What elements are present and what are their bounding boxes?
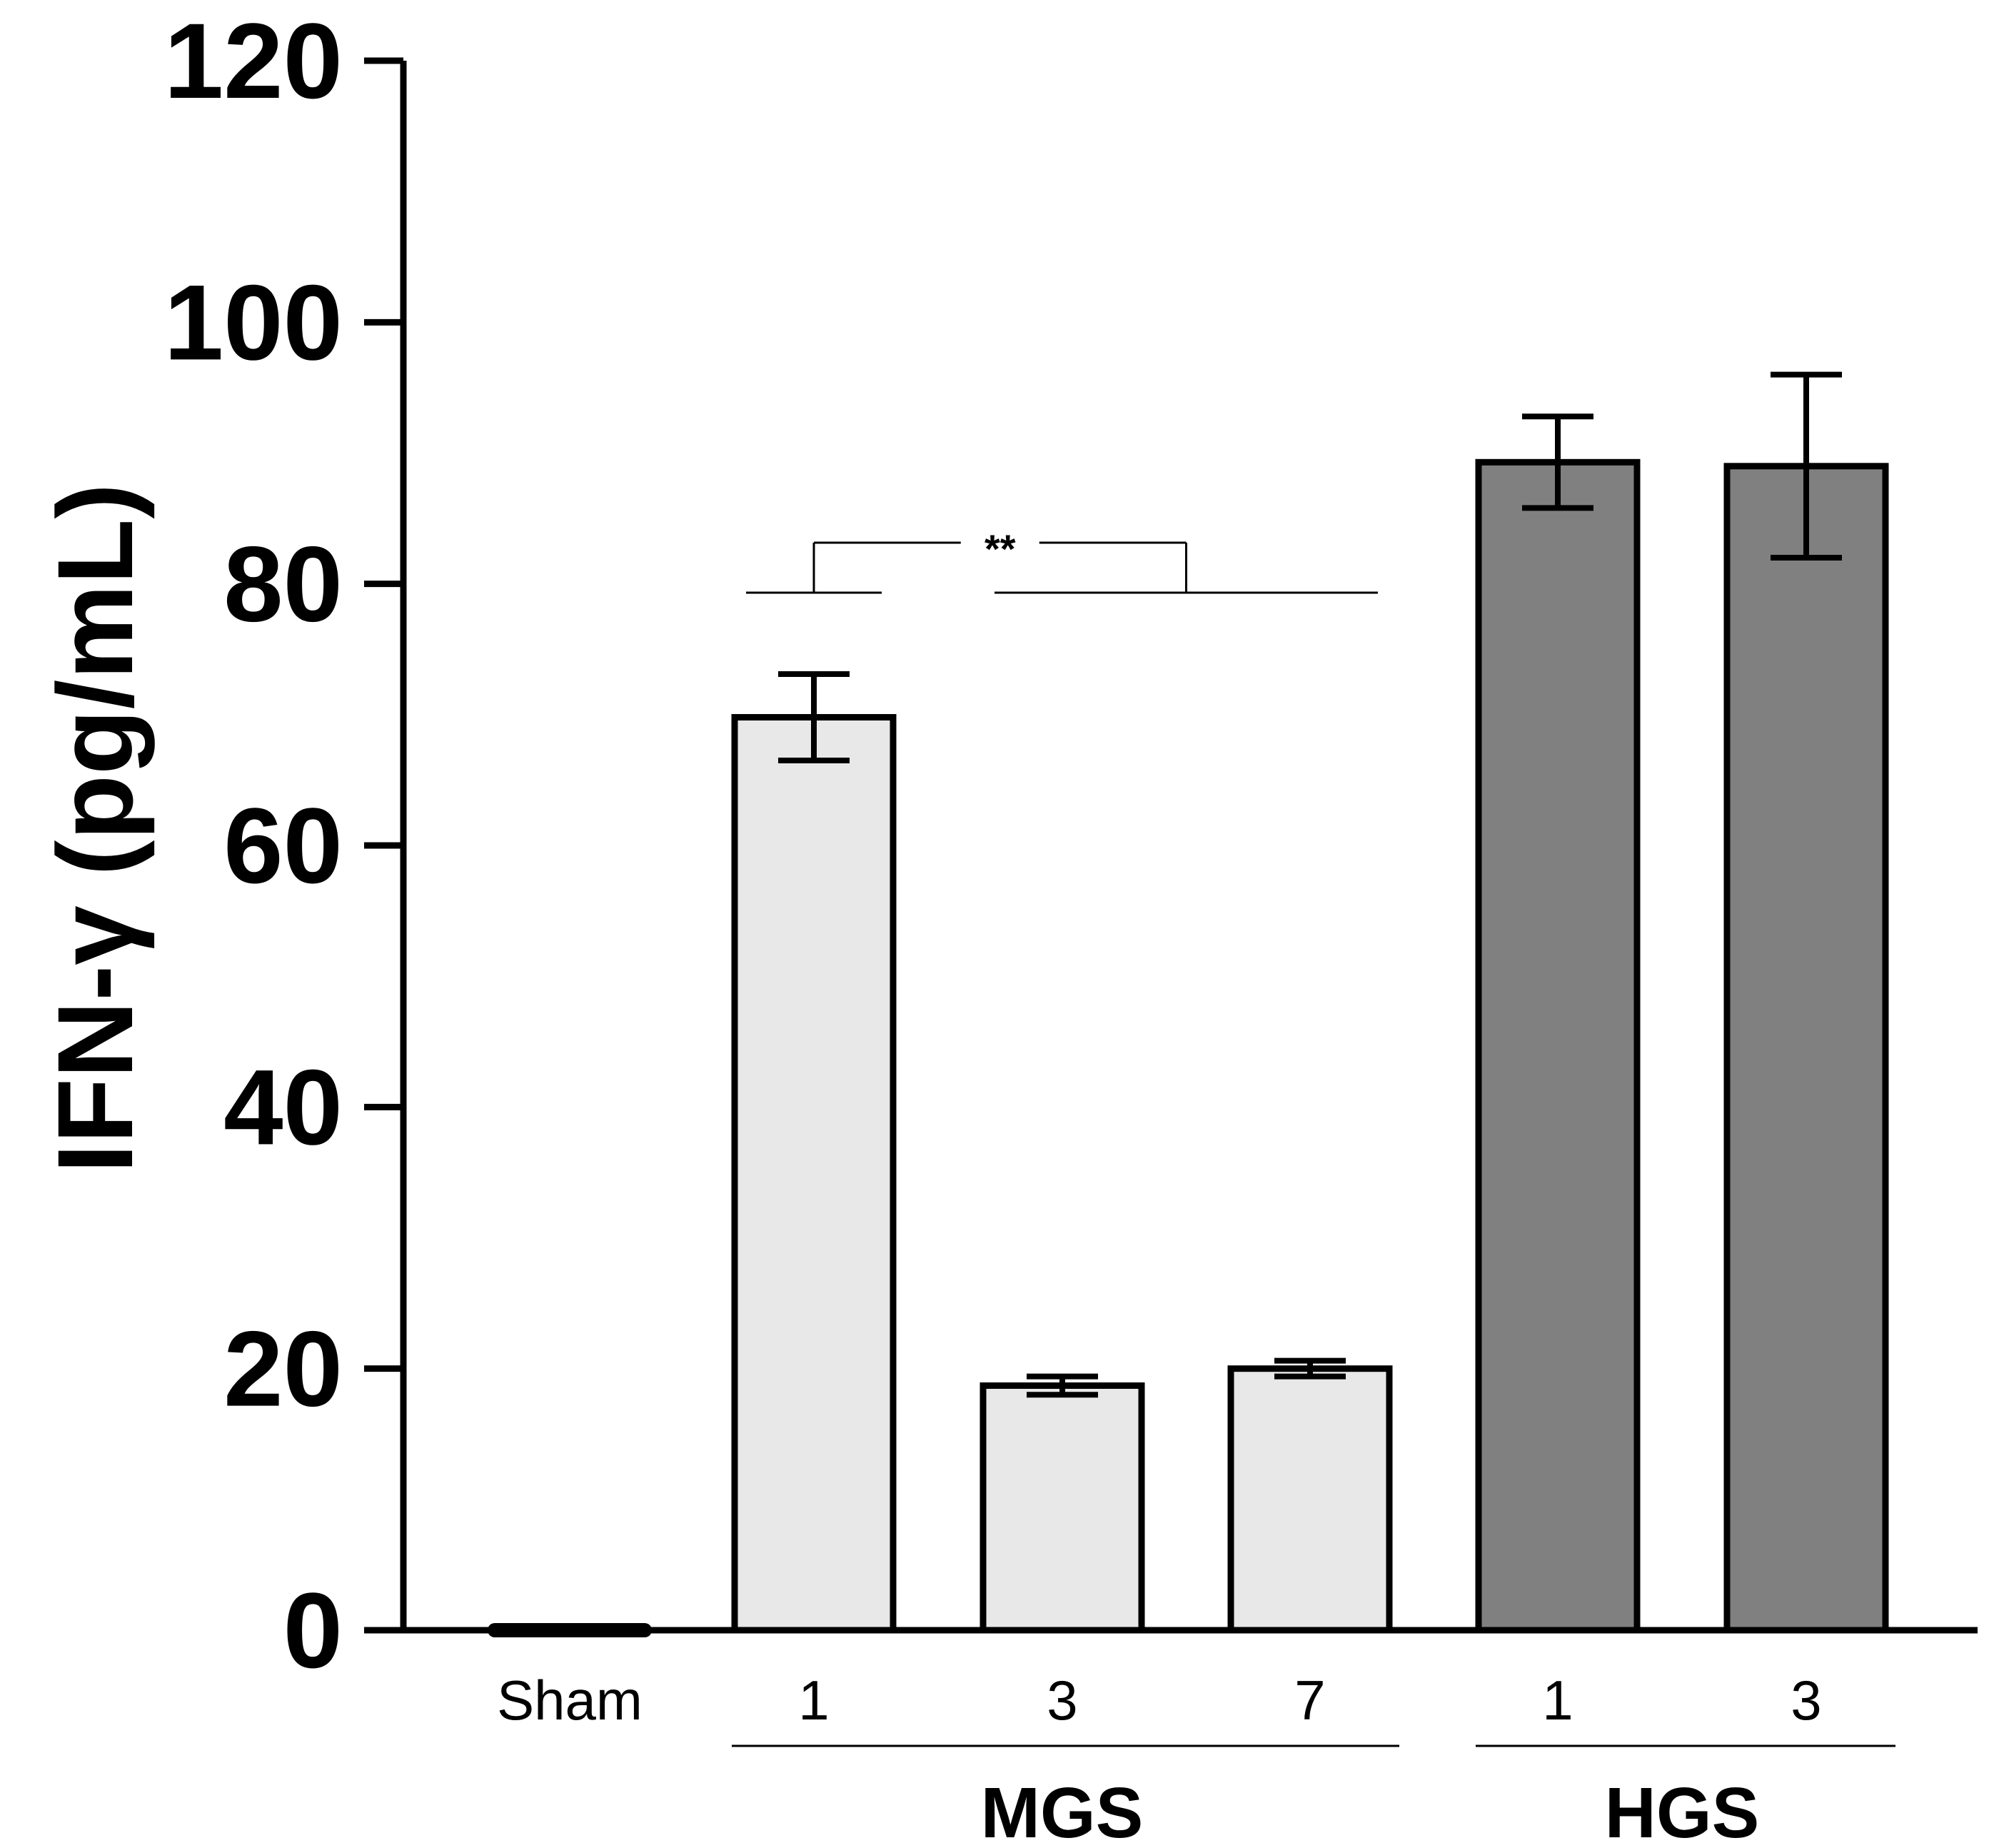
- category-labels: Sham 1 3 7 1 3: [497, 1669, 1822, 1732]
- bar: [1227, 1365, 1393, 1634]
- bars: [488, 458, 1889, 1637]
- y-tick-label: 60: [223, 785, 343, 905]
- y-tick-label: 100: [164, 262, 343, 382]
- y-axis-label: IFN-γ (pg/mL): [35, 483, 155, 1174]
- bar: [731, 713, 897, 1634]
- category-label: 3: [1791, 1669, 1821, 1732]
- category-label: 3: [1047, 1669, 1077, 1732]
- category-label: Sham: [497, 1669, 643, 1732]
- category-label: 1: [1542, 1669, 1573, 1732]
- category-label: 7: [1294, 1669, 1325, 1732]
- bar: [980, 1382, 1145, 1634]
- group-label: MGS: [981, 1773, 1144, 1848]
- significance-annotations: **: [746, 526, 1378, 594]
- category-label: 1: [798, 1669, 829, 1732]
- y-tick-label: 20: [223, 1309, 343, 1429]
- group-label: HGS: [1605, 1773, 1760, 1848]
- error-bars: [778, 371, 1842, 1398]
- y-tick-label: 80: [223, 524, 343, 644]
- y-axis: 0 20 40 60 80 100 120: [164, 1, 407, 1690]
- y-tick-label: 40: [223, 1047, 343, 1167]
- bar: [1723, 463, 1889, 1634]
- y-tick-label: 120: [164, 1, 343, 121]
- y-tick-label: 0: [283, 1570, 343, 1690]
- bar: [1475, 458, 1641, 1634]
- group-labels: MGS HGS: [732, 1744, 1895, 1848]
- significance-label: **: [985, 526, 1016, 571]
